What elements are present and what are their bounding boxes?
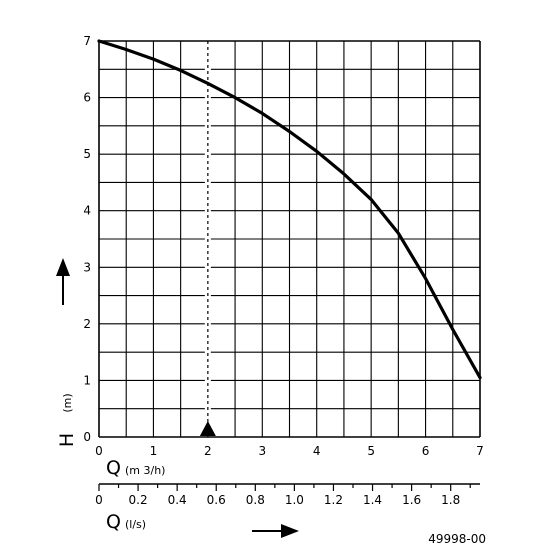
y-axis-unit: (m) [61, 393, 74, 412]
y-tick-labels: 0 1 2 3 4 5 6 7 [83, 34, 91, 444]
x-axis-unit-secondary: (l/s) [125, 518, 146, 531]
y-tick-label: 0 [83, 430, 91, 444]
x-tick-label-primary: 1 [150, 444, 158, 458]
y-axis-label: H [56, 433, 78, 447]
y-tick-label: 6 [83, 91, 91, 105]
right-arrow-icon [252, 524, 299, 538]
curve-layer [97, 39, 482, 380]
y-tick-label: 3 [83, 260, 91, 274]
x-tick-label-primary: 0 [95, 444, 103, 458]
x-tick-label-primary: 4 [313, 444, 321, 458]
x-tick-label-secondary: 0.2 [129, 493, 148, 507]
y-tick-label: 2 [83, 317, 91, 331]
x-tick-label-secondary: 1.2 [324, 493, 343, 507]
x-tick-label-secondary: 1.0 [285, 493, 304, 507]
y-tick-label: 4 [83, 204, 91, 218]
x-tick-label-primary: 5 [367, 444, 375, 458]
x-tick-label-secondary: 0.8 [246, 493, 265, 507]
x-tick-label-secondary: 0 [95, 493, 103, 507]
y-tick-label: 1 [83, 373, 91, 387]
figure-code: 49998-00 [428, 532, 486, 546]
pump-curve-line [97, 39, 482, 380]
x-axis-secondary: 0 0.2 0.4 0.6 0.8 1.0 1.2 1.4 1.6 1.8 [95, 483, 480, 507]
x-axis-label-primary: Q [106, 457, 121, 479]
x-tick-label-secondary: 1.4 [363, 493, 382, 507]
y-tick-label: 5 [83, 147, 91, 161]
y-axis-title: H (m) [56, 393, 78, 447]
y-tick-label: 7 [83, 34, 91, 48]
x-tick-label-secondary: 1.6 [402, 493, 421, 507]
grid [98, 40, 481, 438]
x-axis-title-secondary: Q (l/s) [106, 511, 146, 533]
x-tick-label-secondary: 0.6 [207, 493, 226, 507]
triangle-marker-icon [199, 421, 216, 436]
x-axis-unit-primary: (m 3/h) [125, 464, 165, 477]
x-axis-label-secondary: Q [106, 511, 121, 533]
x-tick-label-secondary: 1.8 [441, 493, 460, 507]
x-axis-title-primary: Q (m 3/h) [106, 457, 165, 479]
up-arrow-icon [56, 258, 70, 305]
x-tick-label-primary: 2 [204, 444, 212, 458]
x-tick-label-primary: 6 [422, 444, 430, 458]
x-tick-label-primary: 3 [258, 444, 266, 458]
x-tick-label-secondary: 0.4 [168, 493, 187, 507]
x-tick-label-primary: 7 [476, 444, 484, 458]
operating-point-marker-group [199, 41, 216, 437]
x-tick-labels-primary: 0 1 2 3 4 5 6 7 [95, 444, 484, 458]
